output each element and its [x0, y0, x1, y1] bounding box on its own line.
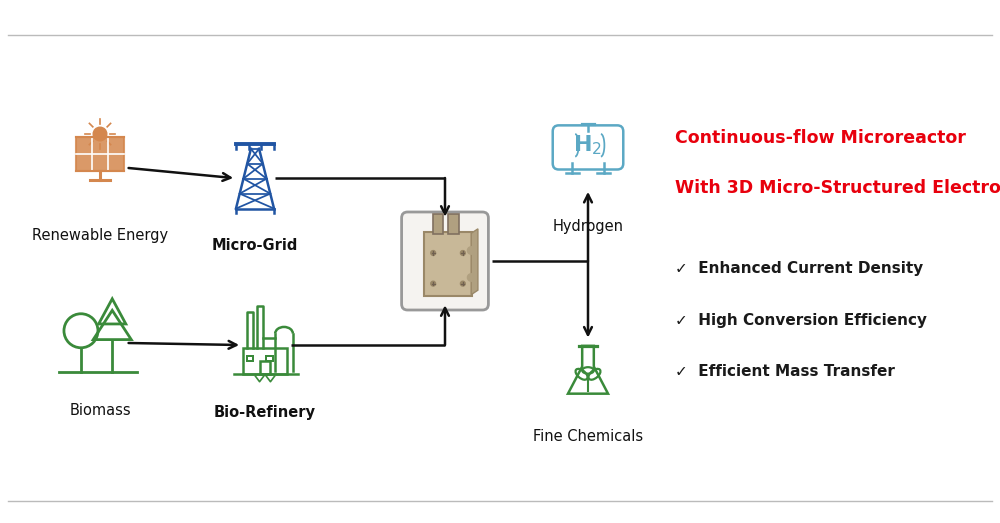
- Circle shape: [431, 281, 436, 286]
- Text: Biomass: Biomass: [69, 403, 131, 418]
- Text: Fine Chemicals: Fine Chemicals: [533, 429, 643, 444]
- Text: With 3D Micro-Structured Electrode: With 3D Micro-Structured Electrode: [675, 179, 1000, 197]
- Circle shape: [467, 247, 475, 254]
- Circle shape: [93, 127, 107, 141]
- FancyBboxPatch shape: [424, 232, 472, 295]
- FancyBboxPatch shape: [448, 214, 459, 234]
- Text: ✓  High Conversion Efficiency: ✓ High Conversion Efficiency: [675, 313, 927, 327]
- Text: Renewable Energy: Renewable Energy: [32, 228, 168, 243]
- FancyBboxPatch shape: [76, 138, 124, 172]
- Polygon shape: [471, 229, 478, 294]
- Text: Hydrogen: Hydrogen: [552, 219, 624, 234]
- Circle shape: [460, 251, 465, 255]
- Text: H$_2$: H$_2$: [573, 133, 603, 157]
- FancyBboxPatch shape: [433, 214, 443, 234]
- Circle shape: [460, 281, 465, 286]
- Text: ✓  Enhanced Current Density: ✓ Enhanced Current Density: [675, 260, 923, 276]
- Text: Bio-Refinery: Bio-Refinery: [214, 405, 316, 420]
- Circle shape: [431, 251, 436, 255]
- Text: Continuous-flow Microreactor: Continuous-flow Microreactor: [675, 129, 966, 147]
- FancyBboxPatch shape: [402, 212, 488, 310]
- Text: ✓  Efficient Mass Transfer: ✓ Efficient Mass Transfer: [675, 365, 895, 380]
- Text: Micro-Grid: Micro-Grid: [212, 238, 298, 253]
- Circle shape: [467, 274, 475, 281]
